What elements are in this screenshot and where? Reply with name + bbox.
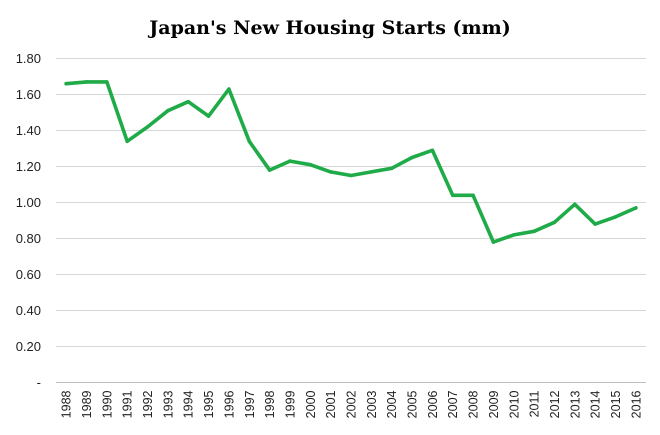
data-point-2010	[511, 233, 516, 237]
x-tick-label-1991: 1991	[121, 390, 135, 418]
x-tick-label-1994: 1994	[182, 390, 196, 418]
x-tick-label-2016: 2016	[629, 390, 643, 418]
x-tick-label-2005: 2005	[406, 390, 420, 418]
y-tick-label-6: 1.20	[16, 159, 41, 174]
data-point-1993	[166, 108, 170, 113]
x-tick-label-2001: 2001	[324, 390, 338, 418]
y-tick-label-1: 0.20	[16, 339, 41, 354]
y-tick-label-2: 0.40	[16, 303, 41, 318]
y-tick-label-8: 1.60	[16, 87, 41, 102]
x-tick-label-2006: 2006	[426, 390, 440, 418]
data-point-2007	[450, 193, 455, 198]
data-point-2011	[532, 229, 536, 234]
x-tick-label-1990: 1990	[100, 390, 114, 418]
data-point-1991	[125, 139, 130, 144]
data-point-1988	[64, 81, 68, 86]
x-tick-label-2007: 2007	[446, 390, 460, 418]
x-tick-label-2002: 2002	[345, 390, 359, 418]
data-point-1998	[267, 168, 272, 172]
data-point-2014	[593, 222, 597, 226]
data-point-2015	[613, 215, 618, 219]
data-point-2008	[471, 193, 475, 198]
x-tick-label-2010: 2010	[507, 390, 521, 418]
data-point-1994	[186, 99, 191, 104]
data-point-2012	[552, 220, 557, 225]
x-axis-ticks: 1988 1989 1990 1991 1992 1993 1994 1995 1996 1997…	[60, 390, 644, 418]
x-tick-label-1989: 1989	[80, 390, 94, 418]
data-point-2004	[389, 166, 394, 171]
x-tick-label-1999: 1999	[284, 390, 298, 418]
data-point-1989	[84, 80, 89, 84]
y-tick-label-7: 1.40	[16, 123, 41, 138]
data-point-2013	[572, 202, 577, 207]
series-layer	[64, 80, 638, 244]
data-point-1992	[145, 125, 150, 129]
x-tick-label-2000: 2000	[304, 390, 318, 418]
x-tick-label-2014: 2014	[589, 390, 603, 418]
x-tick-label-2012: 2012	[548, 390, 562, 418]
x-tick-label-2003: 2003	[365, 390, 379, 418]
x-tick-label-1988: 1988	[60, 390, 74, 418]
x-tick-label-1996: 1996	[222, 390, 236, 418]
y-axis-ticks: - 0.20 0.40 0.60 0.80 1.00 1.20 1.40 1.60 1.80	[16, 51, 41, 390]
data-point-1996	[227, 87, 231, 91]
gridlines	[56, 58, 646, 347]
x-tick-label-1995: 1995	[202, 390, 216, 418]
data-point-2009	[491, 240, 496, 244]
data-point-2003	[369, 170, 374, 174]
x-tick-label-1993: 1993	[161, 390, 175, 418]
data-point-1990	[105, 80, 109, 84]
x-tick-label-2015: 2015	[609, 390, 623, 418]
x-tick-label-2008: 2008	[467, 390, 481, 418]
x-tick-label-1998: 1998	[263, 390, 277, 418]
data-point-2006	[430, 148, 435, 153]
data-point-1997	[247, 139, 252, 144]
data-point-1995	[206, 114, 211, 118]
x-tick-label-2009: 2009	[487, 390, 501, 418]
y-tick-label-9: 1.80	[16, 51, 41, 66]
y-tick-label-4: 0.80	[16, 231, 41, 246]
y-tick-label-5: 1.00	[16, 195, 41, 210]
y-tick-label-0: -	[37, 375, 41, 390]
x-tick-label-1997: 1997	[243, 390, 257, 418]
x-tick-label-2004: 2004	[385, 390, 399, 418]
series-line-0	[64, 80, 638, 244]
data-point-2005	[410, 155, 414, 160]
x-tick-label-2013: 2013	[568, 390, 582, 418]
data-point-2001	[328, 170, 333, 174]
x-tick-label-1992: 1992	[141, 390, 155, 418]
data-point-2000	[308, 162, 313, 167]
chart-title: Japan's New Housing Starts (mm)	[147, 17, 510, 39]
data-point-1999	[288, 159, 292, 163]
data-point-2016	[634, 206, 638, 210]
data-point-2002	[349, 173, 353, 178]
y-tick-label-3: 0.60	[16, 267, 41, 282]
x-tick-label-2011: 2011	[528, 390, 542, 417]
